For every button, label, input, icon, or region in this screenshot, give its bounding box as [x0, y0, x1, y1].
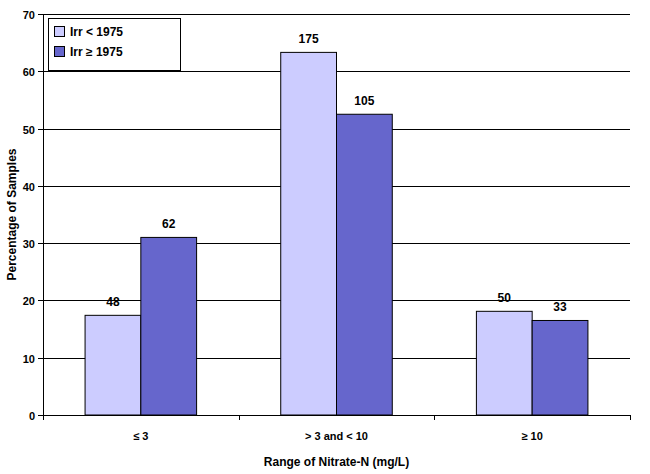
x-tick [43, 415, 44, 420]
legend-swatch [55, 47, 65, 57]
legend: Irr < 1975 Irr ≥ 1975 [49, 19, 181, 71]
bar [337, 114, 393, 415]
y-tick-label: 60 [23, 66, 35, 78]
legend-label: Irr < 1975 [70, 25, 123, 39]
count-label: 105 [354, 94, 374, 108]
count-label: 48 [106, 295, 120, 309]
bar-labels: 48 175 50 62 105 33 [106, 32, 567, 314]
bar [281, 52, 337, 415]
y-tick [38, 186, 43, 187]
y-tick [38, 300, 43, 301]
count-label: 50 [498, 291, 512, 305]
y-tick-label: 50 [23, 124, 35, 136]
x-axis-label: Range of Nitrate-N (mg/L) [264, 455, 409, 469]
y-tick-label: 0 [29, 410, 35, 422]
x-axis [43, 415, 630, 416]
x-tick [630, 415, 631, 420]
grid-line [43, 14, 630, 15]
legend-box [49, 19, 181, 71]
grid-line [43, 415, 630, 416]
y-axis [43, 14, 44, 415]
y-axis-label: Percentage of Samples [5, 148, 19, 280]
y-tick-label: 70 [23, 9, 35, 21]
y-tick-label: 40 [23, 181, 35, 193]
y-tick-label: 30 [23, 238, 35, 250]
chart-container: 0 10 20 30 40 50 60 70 ≤ 3 > 3 and < 10 ≥ 10 48 175 5… [0, 0, 650, 474]
x-tick-label: ≥ 10 [521, 430, 542, 442]
chart-svg: 0 10 20 30 40 50 60 70 ≤ 3 > 3 and < 10 ≥ 10 48 175 5… [0, 0, 650, 474]
bars [85, 52, 588, 415]
x-tick [434, 415, 435, 420]
count-label: 33 [553, 300, 567, 314]
bar [85, 315, 141, 415]
y-tick [38, 129, 43, 130]
x-tick [239, 415, 240, 420]
legend-swatch [55, 27, 65, 37]
bar [141, 237, 197, 415]
y-tick [38, 14, 43, 15]
x-tick-label: ≤ 3 [133, 430, 148, 442]
count-label: 175 [299, 32, 319, 46]
bar [476, 311, 532, 415]
bar [532, 320, 588, 415]
y-tick [38, 243, 43, 244]
y-tick-label: 20 [23, 295, 35, 307]
legend-label: Irr ≥ 1975 [70, 45, 123, 59]
count-label: 62 [162, 217, 176, 231]
y-tick [38, 358, 43, 359]
grid: 0 10 20 30 40 50 60 70 [23, 9, 630, 422]
y-tick-label: 10 [23, 353, 35, 365]
y-tick [38, 415, 43, 416]
x-tick-label: > 3 and < 10 [305, 430, 368, 442]
y-tick [38, 71, 43, 72]
